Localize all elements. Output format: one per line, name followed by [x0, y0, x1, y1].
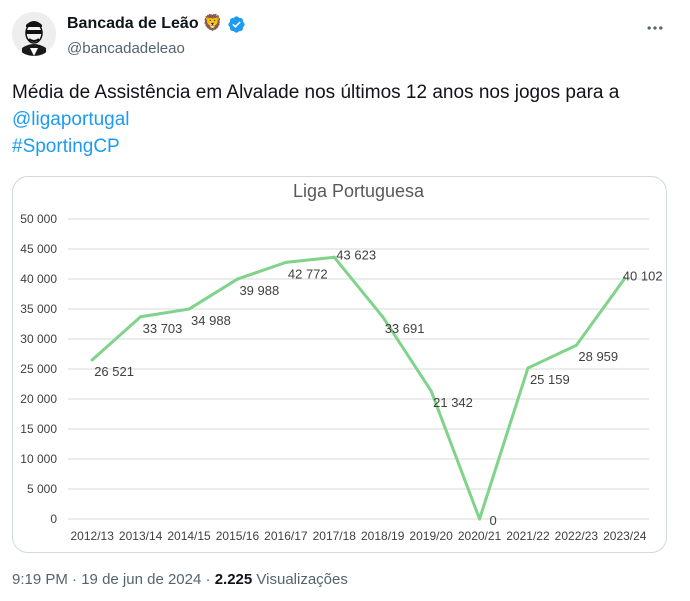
series-line: [90, 255, 627, 521]
x-tick-label: 2022/23: [555, 529, 599, 543]
verified-badge-icon[interactable]: [227, 15, 246, 34]
data-label: 42 772: [288, 266, 328, 281]
y-tick-label: 45 000: [20, 242, 57, 256]
data-point: [526, 366, 530, 370]
tweet-body: Média de Assistência em Alvalade nos últ…: [12, 82, 620, 103]
data-point: [90, 358, 94, 362]
data-label: 43 623: [336, 247, 376, 262]
x-tick-label: 2015/16: [216, 529, 260, 543]
data-label: 34 988: [191, 313, 231, 328]
mention-link[interactable]: @ligaportugal: [12, 109, 130, 130]
line-chart: Liga Portuguesa 0 5 000 10 000 15 000 20 000 2…: [20, 181, 663, 543]
data-point: [478, 517, 482, 521]
y-tick-label: 30 000: [20, 332, 57, 346]
x-tick-label: 2014/15: [167, 529, 211, 543]
tweet-meta: 9:19 PM · 19 de jun de 2024 · 2.225 Visu…: [12, 571, 348, 588]
tweet-time[interactable]: 9:19 PM: [12, 571, 68, 588]
tweet-date[interactable]: 19 de jun de 2024: [81, 571, 202, 588]
tweet-text: Média de Assistência em Alvalade nos últ…: [12, 79, 672, 160]
data-point: [429, 389, 433, 393]
data-label: 39 988: [239, 283, 279, 298]
y-tick-label: 40 000: [20, 272, 57, 286]
meta-separator-2: ·: [205, 571, 211, 588]
y-tick-label: 20 000: [20, 392, 57, 406]
data-label: 26 521: [94, 364, 134, 379]
data-point: [187, 307, 191, 311]
views-label: Visualizações: [256, 571, 348, 588]
x-tick-label: 2016/17: [264, 529, 308, 543]
y-tick-label: 0: [50, 512, 57, 526]
data-point: [332, 255, 336, 259]
lion-emoji-icon: 🦁: [202, 15, 223, 32]
data-point: [235, 277, 239, 281]
x-tick-label: 2019/20: [409, 529, 453, 543]
avatar[interactable]: [12, 12, 56, 56]
display-name[interactable]: Bancada de Leão: [67, 15, 199, 32]
data-label: 33 703: [143, 321, 183, 336]
y-tick-label: 25 000: [20, 362, 57, 376]
x-tick-label: 2017/18: [313, 529, 357, 543]
x-tick-label: 2018/19: [361, 529, 405, 543]
y-tick-label: 50 000: [20, 212, 57, 226]
data-label: 0: [490, 513, 497, 528]
data-label: 25 159: [530, 372, 570, 387]
hashtag-link[interactable]: #SportingCP: [12, 136, 120, 157]
y-tick-label: 10 000: [20, 452, 57, 466]
chart-title: Liga Portuguesa: [293, 181, 425, 201]
author-name-row: Bancada de Leão 🦁: [67, 13, 246, 35]
data-point: [381, 315, 385, 319]
x-tick-label: 2013/14: [119, 529, 163, 543]
author-handle[interactable]: @bancadadeleao: [67, 40, 185, 57]
more-options-icon[interactable]: [641, 14, 669, 42]
x-tick-label: 2012/13: [71, 529, 115, 543]
data-point: [623, 276, 627, 280]
data-point: [574, 343, 578, 347]
data-point: [284, 260, 288, 264]
x-tick-label: 2021/22: [506, 529, 550, 543]
y-tick-label: 15 000: [20, 422, 57, 436]
meta-separator: ·: [72, 571, 78, 588]
data-label: 28 959: [578, 349, 618, 364]
x-tick-label: 2023/24: [603, 529, 647, 543]
x-tick-label: 2020/21: [458, 529, 502, 543]
data-point: [139, 315, 143, 319]
data-label: 40 102: [623, 268, 663, 283]
y-tick-label: 35 000: [20, 302, 57, 316]
chart-image[interactable]: Liga Portuguesa 0 5 000 10 000 15 000 20 000 2…: [12, 176, 667, 553]
views-count: 2.225: [214, 571, 253, 588]
y-tick-label: 5 000: [27, 482, 57, 496]
data-label: 33 691: [385, 321, 425, 336]
data-label: 21 342: [433, 395, 473, 410]
